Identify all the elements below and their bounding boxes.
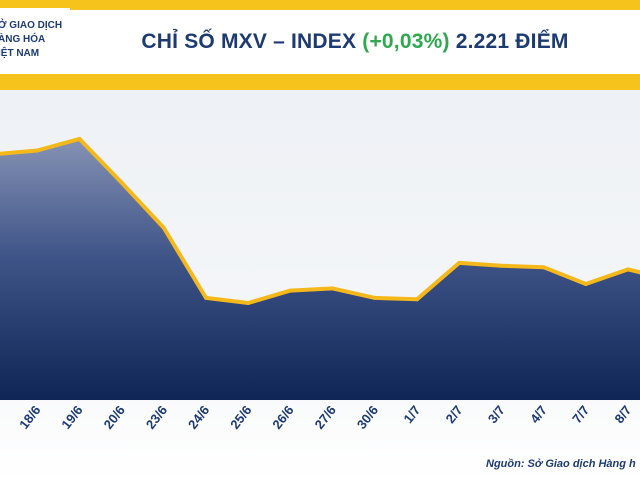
- index-chart: /6 18/6 19/6 20/6 23/6 24/6 25/6 26/6 27/6 30/6 1/…: [0, 136, 640, 432]
- x-tick-label: 24/6: [185, 403, 212, 432]
- logo-text-line-2: ÀNG HÓA: [0, 34, 46, 45]
- data-point-26/6: [288, 288, 293, 293]
- x-tick-label: /6: [0, 403, 1, 421]
- data-point-18/6: [35, 148, 40, 153]
- x-tick-label: 27/6: [312, 403, 339, 432]
- index-area: [0, 138, 640, 400]
- x-tick-label: 2/7: [443, 403, 466, 426]
- data-point-24/6: [204, 295, 208, 300]
- title-prefix: CHỈ SỐ MXV – INDEX: [141, 30, 357, 53]
- data-point-25/6: [246, 301, 251, 305]
- x-tick-label: 1/7: [400, 403, 423, 426]
- logo-text-line-1: Ở GIAO DỊCH: [0, 20, 63, 31]
- data-point-27/6: [330, 286, 335, 291]
- data-point-19/6: [77, 136, 82, 141]
- data-point-23/6: [161, 225, 166, 230]
- x-tick-label: 4/7: [527, 403, 550, 426]
- source-note: Nguồn: Sở Giao dịch Hàng hó: [486, 458, 636, 470]
- data-point-8/7: [626, 267, 630, 272]
- x-tick-label: 25/6: [227, 403, 254, 432]
- x-tick-label: 23/6: [143, 403, 170, 432]
- chart-title: CHỈ SỐ MXV – INDEX (+0,03%) 2.221 ĐIỂM: [141, 30, 568, 54]
- data-point-3/7: [499, 263, 504, 268]
- data-point-2/7: [457, 260, 462, 265]
- data-point-1/7: [415, 297, 419, 302]
- x-tick-label: 19/6: [58, 403, 85, 432]
- data-point-20/6: [119, 180, 124, 185]
- x-tick-label: 20/6: [101, 403, 128, 432]
- index-value: 2.221 ĐIỂM: [455, 30, 569, 53]
- data-point-30/6: [372, 295, 377, 300]
- x-tick-label: 8/7: [611, 403, 634, 426]
- index-line: [0, 136, 640, 305]
- x-tick-label: 3/7: [485, 403, 508, 426]
- x-tick-label: 7/7: [569, 403, 592, 426]
- logo-text-line-3: IỆT NAM: [0, 48, 40, 59]
- x-tick-label: 26/6: [269, 403, 296, 432]
- data-point-4/7: [541, 265, 546, 270]
- data-point-7/7: [583, 282, 588, 286]
- title-panel: CHỈ SỐ MXV – INDEX (+0,03%) 2.221 ĐIỂM: [70, 10, 640, 74]
- x-tick-label: 30/6: [354, 403, 381, 432]
- x-tick-label: 18/6: [16, 403, 43, 432]
- index-change: (+0,03%): [362, 30, 450, 53]
- exchange-logo: Ở GIAO DỊCH ÀNG HÓA IỆT NAM: [0, 8, 70, 74]
